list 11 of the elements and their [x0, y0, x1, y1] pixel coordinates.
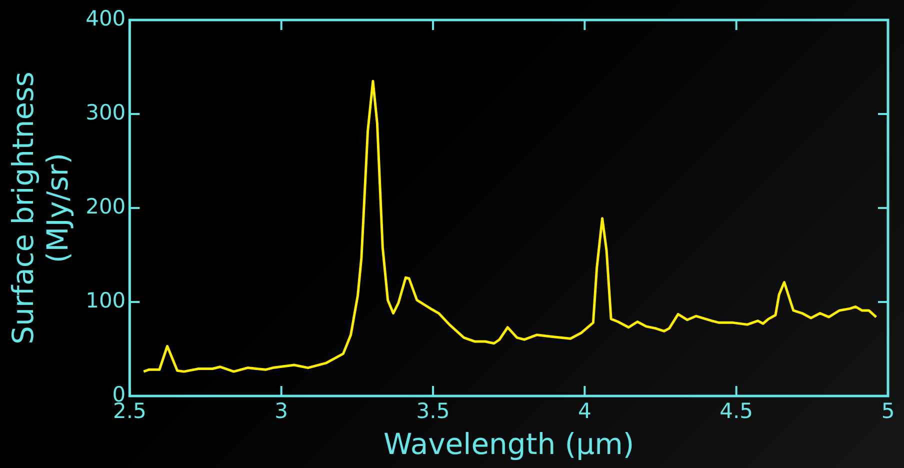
y-tick-label: 400	[86, 6, 126, 30]
x-axis-title: Wavelength (μm)	[384, 427, 634, 462]
x-tick-label: 4.5	[720, 399, 754, 424]
y-tick-label: 300	[86, 100, 126, 124]
y-tick-label: 200	[86, 194, 126, 218]
x-tick-label: 3.5	[416, 399, 450, 424]
x-tick-label: 4	[578, 399, 592, 424]
y-tick-label: 100	[86, 288, 126, 312]
y-axis-title: Surface brightness (MJy/sr)	[6, 72, 75, 344]
x-tick-label: 5	[881, 399, 895, 424]
x-tick-label: 3	[274, 399, 288, 424]
